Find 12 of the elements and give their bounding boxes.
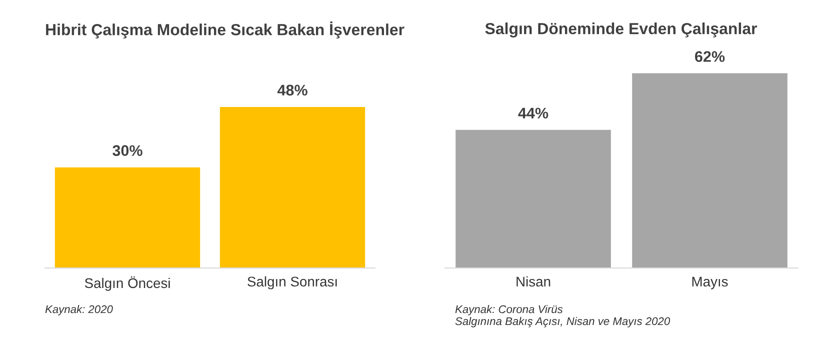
x-tick-label: Salgın Sonrası	[248, 276, 337, 290]
data-label: 44%	[518, 108, 548, 118]
text: Kaynak: 2020	[45, 305, 113, 316]
data-label: 62%	[695, 51, 725, 62]
chart-title: Salgın Döneminde Evden Çalışanlar	[485, 22, 758, 38]
x-tick-label: Salgın Öncesi	[84, 276, 170, 291]
data-label: 48%	[277, 84, 308, 96]
x-tick-label: Mayıs	[692, 276, 728, 290]
data-label: 30%	[112, 145, 142, 156]
chart-title: Hibrit Çalışma Modeline Sıcak Bakan İşverenler	[46, 22, 404, 38]
text: Kaynak: Corona Virüs Salgınına Bakış Açısı, Nisan ve Mayıs 2020	[455, 305, 670, 328]
x-tick-label: Nisan	[516, 276, 550, 287]
